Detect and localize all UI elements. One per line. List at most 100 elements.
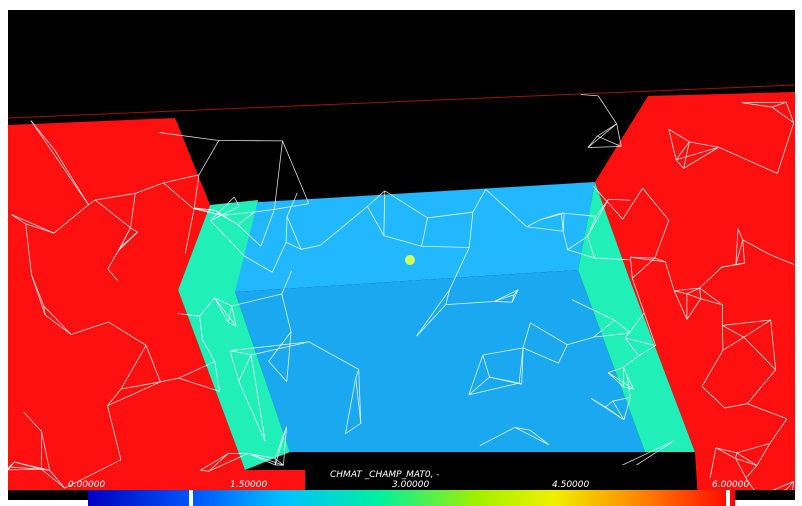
mesh-edge: [612, 397, 631, 402]
mesh-edge: [514, 427, 550, 446]
mesh-edge: [623, 397, 631, 420]
mesh-edge: [283, 426, 287, 466]
mesh-edge: [511, 289, 519, 303]
mesh-edge: [445, 289, 451, 305]
mesh-edge: [631, 278, 645, 314]
mesh-edge: [587, 146, 622, 148]
mesh-edge: [286, 331, 292, 382]
mesh-edge: [626, 373, 631, 398]
mesh-edge: [251, 341, 310, 356]
mesh-edge: [614, 319, 631, 334]
mesh-edge: [238, 381, 266, 442]
mesh-edge: [468, 382, 520, 396]
mesh-edge: [526, 219, 541, 228]
colorbar-tick-label: 6.00000: [712, 480, 749, 490]
mesh-edge: [770, 319, 777, 370]
mesh-edge: [686, 287, 700, 295]
mesh-edge: [229, 341, 309, 351]
mesh-edge: [567, 249, 595, 259]
mesh-edge: [742, 239, 770, 255]
mesh-edge: [587, 135, 598, 148]
mesh-edge: [468, 212, 474, 248]
hotspot: [405, 255, 415, 265]
mesh-edge: [529, 429, 550, 446]
mesh-edge: [564, 212, 597, 217]
mesh-edge: [49, 470, 66, 489]
mesh-edge: [718, 146, 778, 174]
mesh-edge: [735, 458, 758, 466]
mesh-edge: [215, 210, 239, 225]
mesh-edge: [724, 403, 748, 409]
mesh-edge: [747, 403, 788, 420]
mesh-edge: [178, 361, 215, 379]
mesh-edge: [355, 377, 362, 424]
left-block: [8, 118, 310, 490]
mesh-edge: [23, 412, 42, 432]
mesh-edge: [8, 468, 42, 471]
mesh-edge: [567, 236, 588, 250]
mesh-edge: [282, 140, 310, 204]
mesh-edge: [722, 336, 745, 351]
floor-bottom: [235, 270, 645, 452]
colorbar: [88, 490, 735, 506]
mesh-edge: [735, 228, 739, 265]
mesh-edge: [772, 480, 794, 490]
mesh-edge: [130, 227, 138, 233]
mesh-edge: [193, 174, 200, 208]
mesh-edge: [14, 461, 42, 470]
mesh-edge: [683, 141, 690, 169]
mesh-edge: [686, 293, 701, 300]
mesh-edge: [286, 192, 298, 217]
mesh-edge: [686, 298, 702, 320]
mesh-edge: [769, 254, 794, 265]
mesh-edge: [654, 257, 666, 263]
mesh-edge: [689, 141, 719, 148]
mesh-edge: [701, 386, 726, 409]
mesh-edge: [530, 322, 568, 346]
mesh-edge: [771, 101, 787, 108]
mesh-edge: [120, 381, 161, 390]
mesh-edge: [301, 244, 321, 250]
mesh-edge: [25, 223, 32, 275]
mesh-edge: [479, 427, 516, 446]
mesh-edge: [214, 361, 221, 392]
mesh-edge: [355, 369, 360, 379]
mesh-edge: [673, 290, 688, 320]
mesh-edge: [746, 369, 776, 404]
mesh-edge: [482, 354, 490, 378]
mesh-edge: [358, 369, 362, 424]
mesh-edge: [254, 208, 275, 213]
mesh-edge: [642, 187, 670, 221]
mesh-edge: [107, 388, 122, 407]
floor-top: [210, 182, 595, 292]
mesh-edge: [494, 294, 515, 302]
mesh-edge: [608, 198, 631, 201]
mesh-edge: [514, 427, 531, 431]
mesh-edge: [107, 268, 119, 282]
mesh-edge: [735, 452, 738, 459]
mesh-edge: [580, 94, 599, 97]
mesh-edge: [522, 347, 559, 364]
mesh-edge: [592, 185, 624, 220]
mesh-edge: [605, 400, 614, 408]
mesh-edge: [700, 298, 723, 306]
mesh-edge: [31, 274, 45, 307]
mesh-edge: [107, 250, 119, 269]
model: [8, 84, 795, 490]
mesh-edge: [737, 228, 744, 241]
mesh-edge: [221, 211, 255, 216]
mesh-edge: [10, 214, 26, 225]
mesh-edge: [274, 458, 284, 466]
mesh-edge: [274, 426, 287, 466]
mesh-edge: [53, 204, 89, 234]
mesh-edge: [145, 345, 161, 382]
mesh-edge: [285, 216, 288, 243]
mesh-edge: [345, 422, 362, 434]
mesh-edge: [320, 206, 368, 246]
mesh-edge: [25, 223, 55, 234]
mesh-edge: [558, 344, 568, 364]
mesh-edge: [64, 459, 122, 489]
mesh-edge: [735, 239, 744, 265]
mesh-edge: [623, 367, 634, 390]
